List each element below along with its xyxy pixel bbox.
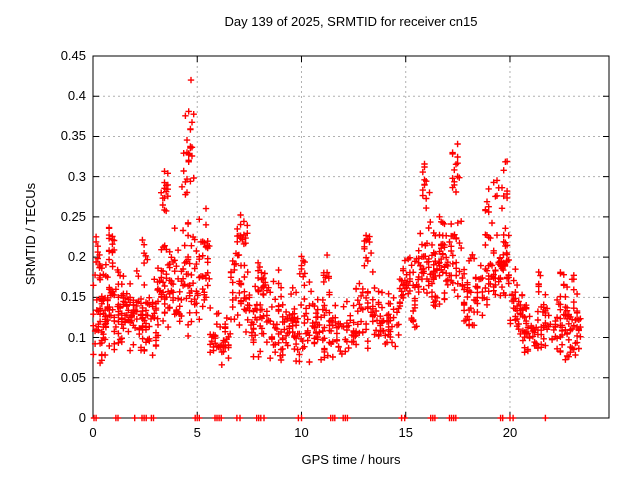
- y-tick-label: 0.2: [67, 249, 86, 265]
- y-tick-label: 0.1: [67, 329, 86, 345]
- x-tick-label: 10: [294, 425, 309, 440]
- scatter-points: [90, 76, 584, 422]
- y-tick-label: 0.45: [60, 48, 86, 63]
- y-tick-label: 0.15: [60, 289, 86, 305]
- x-tick-label: 15: [398, 425, 413, 440]
- y-tick-label: 0.25: [60, 208, 86, 224]
- y-tick-label: 0.4: [67, 88, 86, 104]
- y-tick-label: 0.3: [67, 168, 86, 184]
- y-tick-label: 0.35: [60, 128, 86, 144]
- gridlines: [93, 56, 609, 418]
- y-tick-label: 0.05: [60, 369, 86, 385]
- plot-frame: [92, 55, 610, 419]
- x-axis-label: GPS time / hours: [301, 452, 401, 467]
- axis-ticks: [92, 55, 609, 419]
- x-tick-label: 0: [89, 425, 97, 440]
- x-tick-label: 5: [193, 425, 201, 440]
- chart-title: Day 139 of 2025, SRMTID for receiver cn1…: [224, 14, 478, 29]
- y-tick-label: 0: [78, 410, 86, 425]
- x-tick-label: 20: [502, 425, 518, 440]
